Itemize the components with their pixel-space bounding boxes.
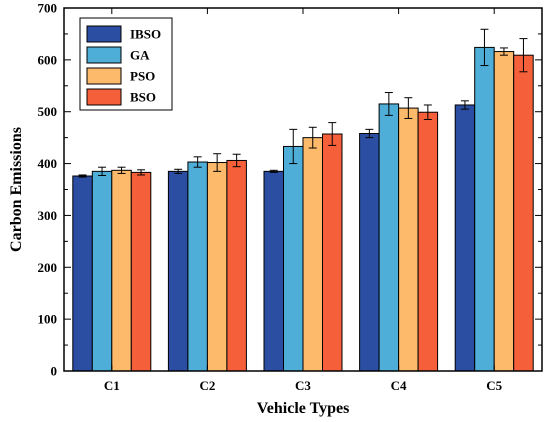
error-bar-ibso-c3 — [269, 169, 278, 173]
x-tick-label: C3 — [295, 378, 311, 393]
x-tick-label: C4 — [391, 378, 407, 393]
error-bar-bso-c1 — [137, 169, 146, 176]
error-bar-ibso-c5 — [460, 100, 469, 110]
error-bar-ga-c1 — [98, 166, 107, 176]
bar-pso-c2 — [206, 162, 228, 372]
x-tick-label: C1 — [104, 378, 120, 393]
bar-bso-c5 — [513, 54, 534, 372]
x-tick-label: C5 — [486, 378, 502, 393]
legend-swatch-pso — [86, 67, 122, 85]
y-tick-label: 500 — [38, 104, 58, 119]
error-bar-ga-c5 — [480, 28, 489, 67]
bar-ga-c1 — [91, 170, 113, 372]
bar-ibso-c4 — [359, 132, 380, 372]
error-bar-pso-c2 — [213, 153, 222, 172]
legend-label-pso: PSO — [130, 69, 155, 84]
legend-swatch-bso — [86, 88, 122, 106]
bars-layer — [72, 28, 534, 372]
ticks-layer: C1 C2 C3 C4 C5 0 100 200 300 400 500 600 700 — [38, 1, 542, 393]
bar-ibso-c2 — [167, 170, 189, 372]
error-bar-pso-c1 — [117, 166, 126, 174]
bar-bso-c3 — [322, 133, 343, 372]
legend-swatch-ga — [86, 46, 122, 64]
bar-pso-c4 — [398, 107, 419, 372]
legend-label-ga: GA — [130, 48, 150, 63]
bar-bso-c1 — [130, 171, 152, 372]
bar-pso-c1 — [111, 169, 132, 372]
error-bar-pso-c5 — [499, 47, 508, 56]
error-bar-ibso-c1 — [78, 174, 87, 178]
bar-ga-c5 — [474, 46, 495, 372]
error-bar-bso-c4 — [423, 104, 432, 120]
error-bar-ga-c2 — [193, 156, 202, 168]
bar-pso-c3 — [302, 137, 323, 372]
y-tick-label: 700 — [38, 1, 58, 16]
bar-ibso-c3 — [263, 170, 284, 372]
error-bar-ibso-c2 — [174, 168, 183, 174]
x-axis-title: Vehicle Types — [257, 400, 350, 417]
error-bar-bso-c3 — [328, 122, 337, 146]
error-bar-ga-c4 — [384, 92, 393, 116]
x-tick-label: C2 — [199, 378, 215, 393]
bar-ga-c3 — [283, 145, 304, 372]
y-axis-title: Carbon Emissions — [8, 127, 25, 252]
y-tick-label: 300 — [38, 208, 58, 223]
error-bar-ga-c3 — [289, 128, 298, 165]
bar-ga-c2 — [187, 161, 208, 372]
legend-swatch-ibso — [86, 25, 122, 43]
error-bar-pso-c3 — [308, 126, 317, 149]
error-bar-bso-c2 — [232, 153, 241, 168]
bar-bso-c4 — [417, 111, 439, 372]
legend-label-ibso: IBSO — [130, 27, 161, 42]
error-bar-ibso-c4 — [365, 128, 374, 139]
error-bar-pso-c4 — [404, 97, 413, 119]
legend-label-bso: BSO — [130, 90, 156, 105]
y-tick-label: 0 — [51, 364, 58, 379]
y-tick-label: 400 — [38, 156, 58, 171]
bar-ga-c4 — [378, 103, 400, 372]
y-tick-label: 200 — [38, 260, 58, 275]
legend: IBSO GA PSO BSO — [79, 17, 173, 111]
bar-bso-c2 — [226, 159, 247, 372]
bar-pso-c5 — [493, 51, 515, 372]
y-tick-label: 100 — [38, 312, 58, 327]
bar-ibso-c5 — [454, 104, 476, 372]
error-bar-bso-c5 — [519, 38, 528, 73]
y-tick-label: 600 — [38, 52, 58, 67]
bar-ibso-c1 — [72, 175, 93, 372]
